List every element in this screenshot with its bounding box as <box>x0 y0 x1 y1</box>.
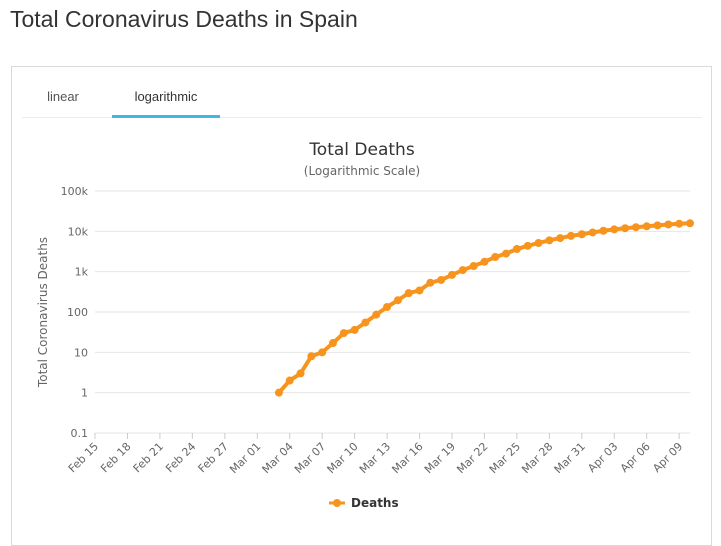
data-point[interactable] <box>577 230 586 239</box>
x-tick-label: Mar 10 <box>325 440 361 476</box>
y-axis-ticks: 100k 10k 1k 100 10 1 0.1 <box>61 185 89 440</box>
x-tick-label: Mar 16 <box>389 440 425 476</box>
x-tick-label: Apr 06 <box>618 440 653 475</box>
x-tick-label: Mar 31 <box>552 440 588 476</box>
legend-marker <box>333 499 341 507</box>
data-point[interactable] <box>426 278 435 287</box>
x-tick-label: Feb 15 <box>66 440 101 475</box>
data-point[interactable] <box>556 234 565 243</box>
data-point[interactable] <box>318 348 327 357</box>
data-point[interactable] <box>329 339 337 348</box>
x-tick-label: Mar 22 <box>454 440 490 476</box>
tab-logarithmic[interactable]: logarithmic <box>112 67 220 118</box>
data-point[interactable] <box>393 296 402 305</box>
deaths-chart: Total Deaths (Logarithmic Scale) Total C… <box>36 140 694 510</box>
grid-lines <box>95 190 690 434</box>
data-point[interactable] <box>404 289 413 298</box>
data-point[interactable] <box>534 238 543 247</box>
y-tick-label: 1 <box>81 387 88 400</box>
data-point[interactable] <box>361 318 370 327</box>
data-point[interactable] <box>642 222 651 231</box>
data-point[interactable] <box>448 270 456 279</box>
data-point[interactable] <box>285 376 294 385</box>
x-tick-label: Mar 28 <box>519 440 555 476</box>
data-point[interactable] <box>437 275 446 284</box>
data-point[interactable] <box>480 257 489 266</box>
x-tick-label: Mar 01 <box>227 440 263 476</box>
data-point[interactable] <box>631 223 640 232</box>
data-point[interactable] <box>664 220 673 229</box>
tab-linear[interactable]: linear <box>47 89 79 104</box>
y-tick-label: 10 <box>74 346 88 359</box>
x-tick-label: Mar 07 <box>292 440 328 476</box>
data-point[interactable] <box>415 286 424 295</box>
x-tick-label: Mar 19 <box>422 440 458 476</box>
data-point[interactable] <box>458 266 467 275</box>
data-point[interactable] <box>296 369 305 378</box>
scale-tabs: linear logarithmic <box>22 67 702 118</box>
data-point[interactable] <box>567 231 575 240</box>
data-point[interactable] <box>523 241 532 250</box>
x-tick-label: Mar 13 <box>357 440 393 476</box>
x-tick-label: Mar 25 <box>487 440 523 476</box>
data-point[interactable] <box>588 228 597 237</box>
x-tick-label: Mar 04 <box>260 440 296 476</box>
x-tick-label: Feb 24 <box>163 440 198 475</box>
chart-panel: linear logarithmic <box>11 66 712 546</box>
data-point[interactable] <box>307 352 316 361</box>
data-point[interactable] <box>599 226 608 235</box>
data-point[interactable] <box>545 236 554 245</box>
page-title: Total Coronavirus Deaths in Spain <box>10 6 358 32</box>
data-point[interactable] <box>653 221 662 230</box>
deaths-line <box>277 221 691 394</box>
x-tick-label: Apr 03 <box>585 440 620 475</box>
legend-label: Deaths <box>351 496 399 510</box>
y-tick-label: 10k <box>68 225 89 238</box>
data-point[interactable] <box>512 245 521 254</box>
data-point[interactable] <box>469 262 478 271</box>
y-tick-label: 1k <box>75 266 89 279</box>
chart-title: Total Deaths <box>308 140 415 160</box>
data-point[interactable] <box>350 325 359 334</box>
y-tick-label: 100k <box>61 185 89 198</box>
data-point[interactable] <box>686 219 694 228</box>
legend[interactable]: Deaths <box>329 496 399 510</box>
deaths-series <box>274 219 694 397</box>
chart-subtitle: (Logarithmic Scale) <box>304 164 420 178</box>
x-tick-label: Feb 27 <box>196 440 231 475</box>
y-axis-label: Total Coronavirus Deaths <box>36 237 50 388</box>
data-point[interactable] <box>274 388 283 397</box>
x-tick-label: Apr 09 <box>650 440 685 475</box>
data-point[interactable] <box>621 224 630 233</box>
y-tick-label: 100 <box>67 306 88 319</box>
data-point[interactable] <box>491 252 500 261</box>
x-tick-label: Feb 21 <box>131 440 166 475</box>
data-point[interactable] <box>610 225 619 234</box>
x-tick-label: Feb 18 <box>98 440 133 475</box>
data-point[interactable] <box>502 249 511 258</box>
y-tick-label: 0.1 <box>71 427 89 440</box>
data-point[interactable] <box>383 303 392 312</box>
data-point[interactable] <box>372 310 381 319</box>
data-point[interactable] <box>675 219 684 228</box>
data-point[interactable] <box>339 329 348 338</box>
